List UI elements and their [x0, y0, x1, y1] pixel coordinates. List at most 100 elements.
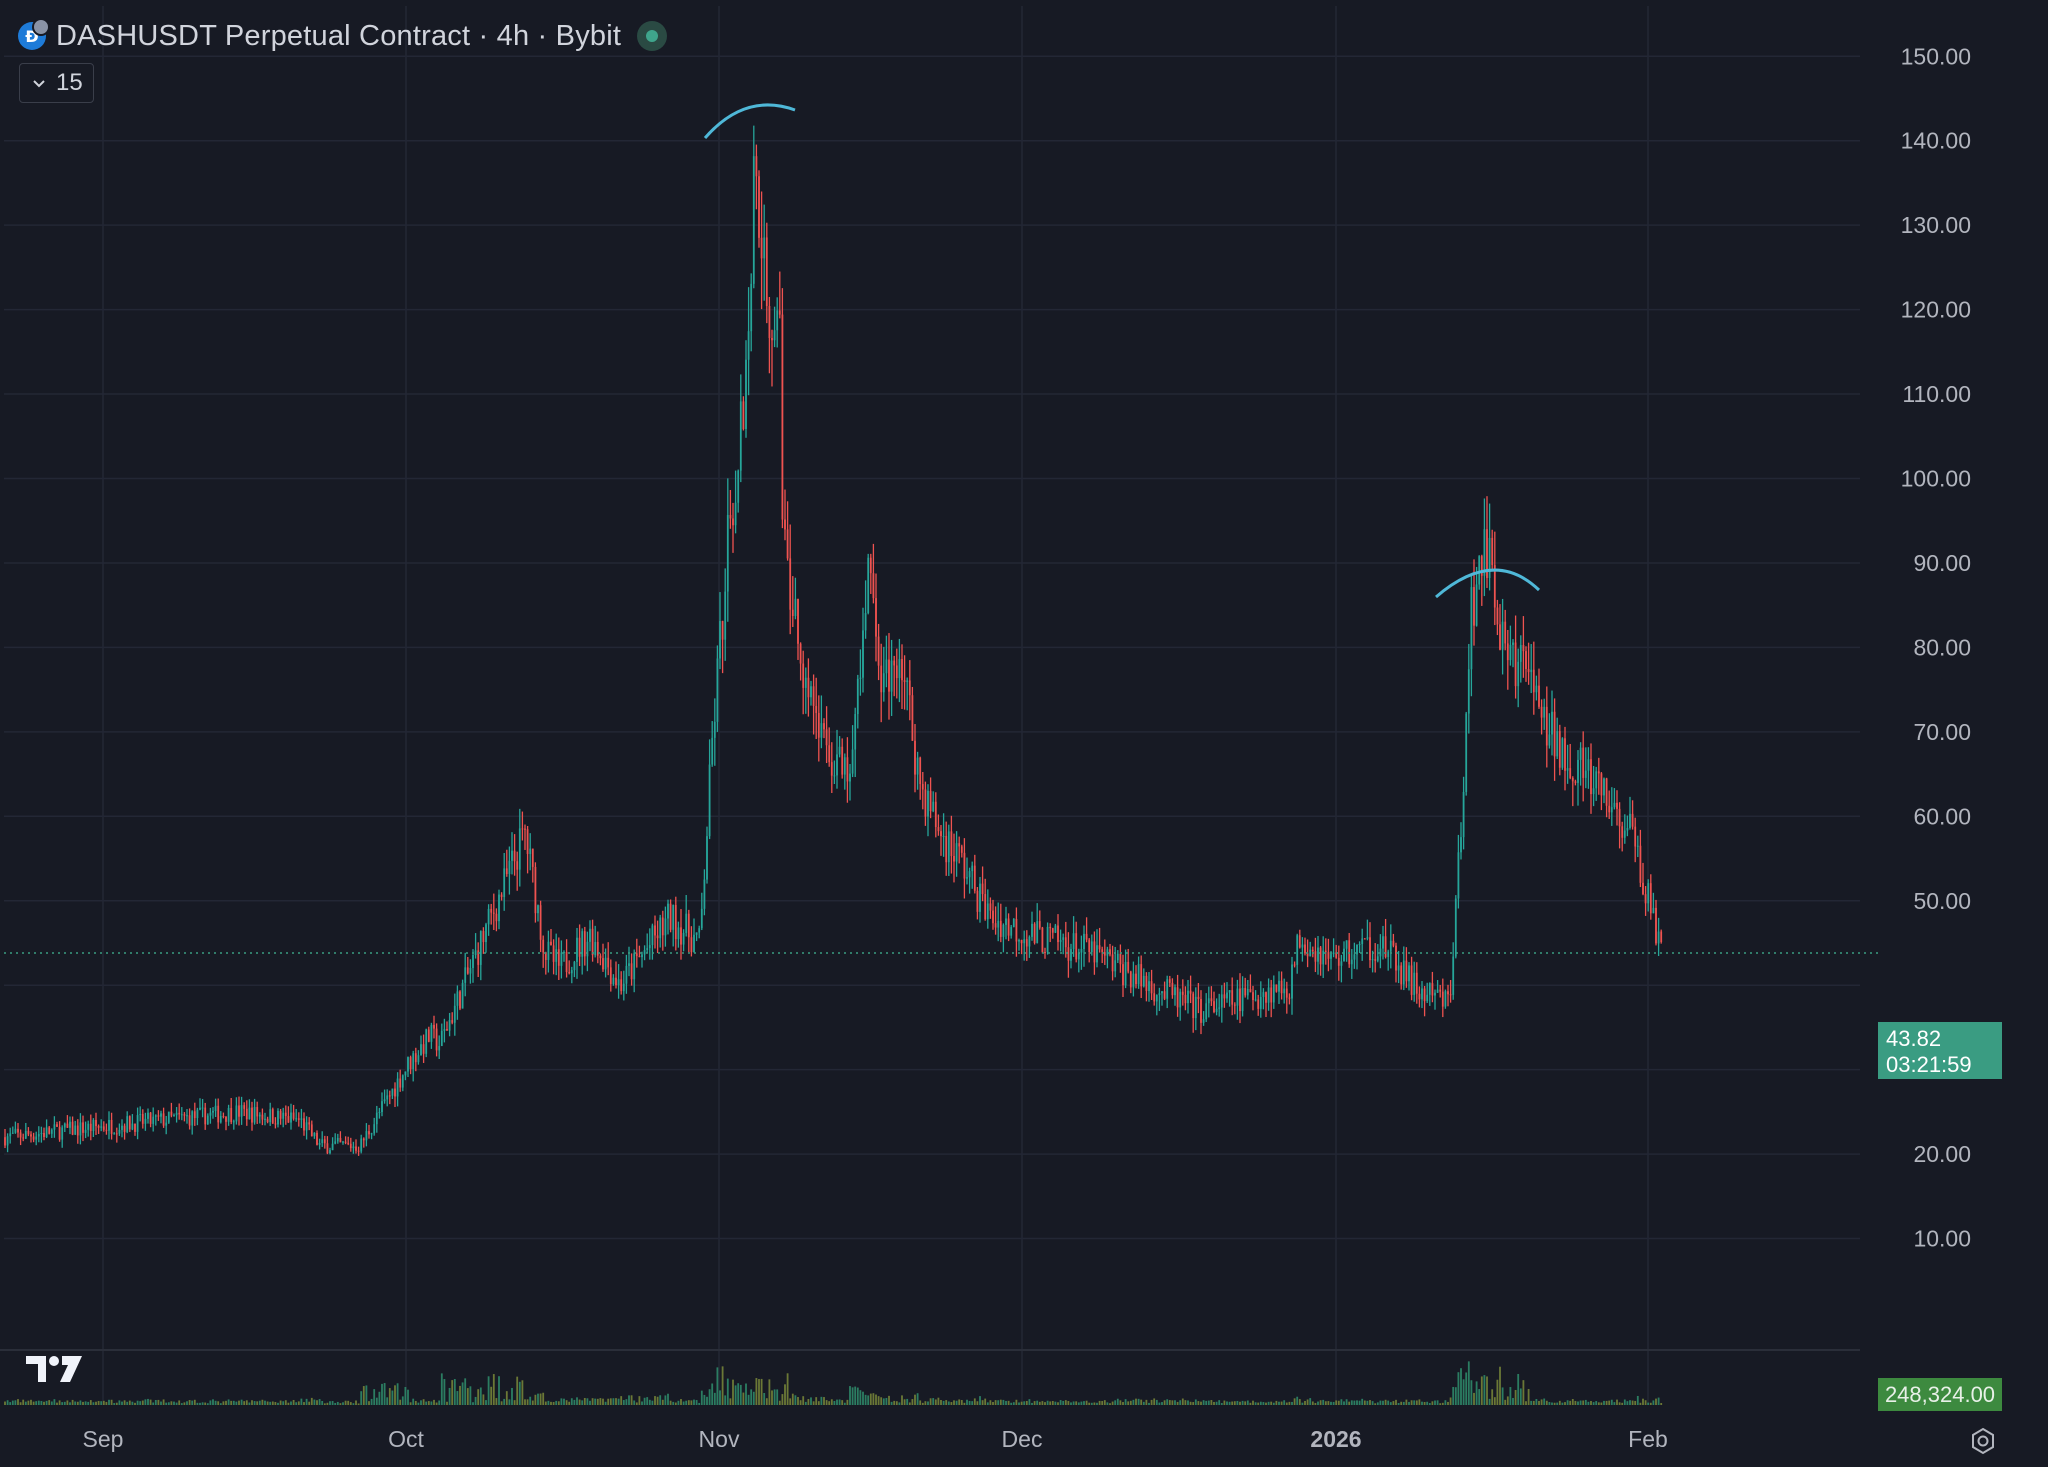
candle-body [199, 1107, 201, 1110]
volume-bar [1345, 1399, 1348, 1405]
candle-body [264, 1118, 266, 1120]
candle-body [716, 658, 719, 722]
volume-bar [869, 1393, 872, 1405]
peak-arc-annotation[interactable] [1435, 568, 1541, 599]
volume-bar [927, 1401, 929, 1405]
volume-bar [773, 1389, 776, 1405]
volume-bar [1382, 1400, 1384, 1405]
candle-body [1616, 802, 1618, 809]
candle-body [622, 983, 625, 992]
volume-bar [1590, 1401, 1592, 1405]
candle-body [924, 789, 927, 817]
symbol-title[interactable]: DASHUSDT Perpetual Contract · 4h · Bybit [56, 19, 622, 52]
candle-body [1558, 731, 1561, 768]
candle-body [357, 1150, 360, 1152]
time-tick-label: Oct [388, 1426, 424, 1452]
volume-bar [134, 1402, 136, 1405]
volume-bar [771, 1390, 773, 1405]
candle-body [149, 1112, 152, 1124]
volume-bar [1343, 1401, 1345, 1405]
volume-bar [820, 1396, 823, 1405]
peak-arc-annotation[interactable] [703, 103, 796, 139]
volume-bar [849, 1386, 851, 1405]
volume-bar [162, 1399, 165, 1405]
candle-body [1608, 805, 1611, 813]
volume-bar [763, 1392, 766, 1405]
volume-bar [1335, 1400, 1338, 1405]
volume-bar [180, 1403, 183, 1405]
volume-bar [440, 1373, 443, 1405]
price-tick-label: 60.00 [1913, 803, 1971, 829]
volume-bar [776, 1389, 779, 1405]
candle-body [1428, 983, 1431, 995]
volume-bar [1605, 1400, 1608, 1405]
volume-bar [960, 1400, 963, 1405]
indicators-toggle-button[interactable]: 15 [19, 63, 94, 103]
volume-bar [115, 1402, 118, 1405]
volume-bar [1285, 1402, 1288, 1405]
candle-body [570, 970, 573, 974]
candle-body [895, 665, 898, 679]
candle-body [1335, 952, 1338, 958]
candle-body [498, 894, 500, 922]
candle-body [214, 1105, 217, 1111]
volume-bar [1296, 1396, 1299, 1405]
candle-body [1454, 898, 1457, 957]
volume-bar [693, 1399, 695, 1405]
volume-bar [92, 1402, 95, 1405]
volume-bar [1327, 1401, 1330, 1405]
candle-body [399, 1078, 402, 1088]
market-open-dot-icon [637, 21, 668, 51]
candle-body [1610, 807, 1613, 813]
volume-bar [945, 1400, 948, 1405]
volume-bar [76, 1401, 79, 1405]
candle-body [1356, 944, 1358, 955]
candle-body [576, 937, 578, 962]
candle-body [1137, 964, 1140, 985]
volume-bar [222, 1401, 225, 1405]
candle-body [141, 1114, 144, 1124]
volume-bar [1291, 1401, 1293, 1405]
volume-bar [570, 1398, 573, 1405]
volume-bar [349, 1402, 352, 1405]
candle-body [828, 745, 831, 763]
candle-body [1226, 992, 1228, 999]
candle-body [66, 1123, 69, 1128]
candle-body [323, 1139, 326, 1144]
candle-body [1246, 989, 1249, 996]
tradingview-logo-icon[interactable] [24, 1352, 84, 1386]
candle-body [277, 1110, 279, 1125]
candle-body [1634, 826, 1637, 847]
candle-body [854, 714, 857, 750]
price-tick-label: 110.00 [1902, 381, 1971, 407]
volume-bar [58, 1400, 61, 1405]
time-axis[interactable]: Sep Oct Nov Dec 2026 Feb [83, 1426, 1668, 1452]
candle-body [144, 1118, 147, 1124]
candle-body [1080, 948, 1083, 953]
volume-bar [160, 1401, 162, 1405]
candle-body [1020, 940, 1023, 944]
candle-body [17, 1128, 19, 1133]
candle-body [391, 1088, 394, 1096]
candle-body [849, 773, 851, 782]
volume-bar [986, 1402, 989, 1405]
candle-body [19, 1132, 22, 1138]
candle-body [781, 314, 784, 520]
volume-bar [1532, 1400, 1535, 1405]
candle-body [755, 156, 758, 177]
volume-bar [1413, 1400, 1416, 1405]
volume-bar [386, 1397, 389, 1405]
volume-bar [516, 1376, 519, 1405]
candle-body [1517, 661, 1520, 687]
candle-body [1561, 738, 1564, 768]
volume-bar [217, 1401, 220, 1405]
volume-bar [24, 1401, 27, 1405]
volume-bar [212, 1399, 214, 1405]
volume-bar [1174, 1400, 1176, 1405]
volume-bar [511, 1387, 513, 1405]
volume-bar [357, 1403, 360, 1405]
settings-gear-icon[interactable] [1968, 1426, 1998, 1456]
candle-body [1639, 845, 1642, 883]
volume-bar [492, 1374, 495, 1405]
